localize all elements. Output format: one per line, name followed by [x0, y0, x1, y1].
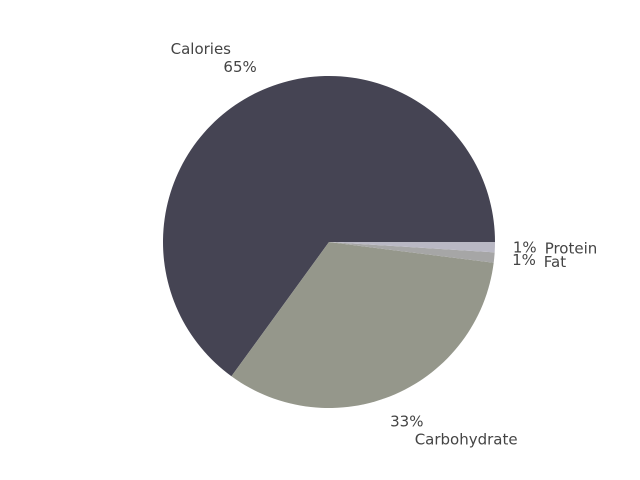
- pie-slice-carbohydrate: [231, 242, 494, 408]
- pie-pct-label-calories: 65%: [223, 58, 256, 76]
- pie-labels: 65%Calories 33%Carbohydrate 1% Fat 1% Protein: [171, 40, 598, 448]
- pie-slice-calories: [163, 75, 495, 377]
- pie-slice-protein: [329, 242, 495, 253]
- pie-slice-fat: [329, 242, 495, 263]
- pie-pct-label-fat: 1%: [512, 251, 536, 269]
- pie-label-fat: Fat: [544, 253, 566, 271]
- pie-pct-label-carbohydrate: 33%: [390, 412, 423, 430]
- pie-slices: [163, 75, 495, 408]
- pie-label-protein: Protein: [545, 239, 598, 257]
- pie-pct-label-protein: 1%: [513, 239, 537, 257]
- pie-label-calories: Calories: [171, 40, 232, 58]
- pie-label-carbohydrate: Carbohydrate: [415, 431, 518, 449]
